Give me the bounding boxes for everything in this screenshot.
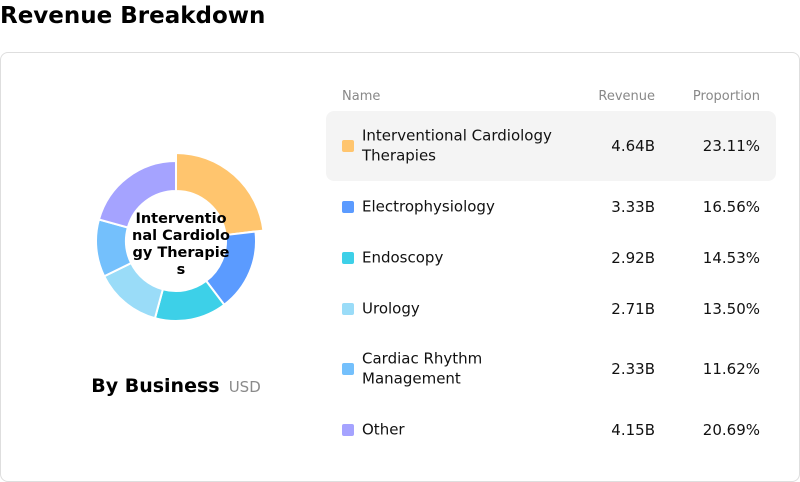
table-row[interactable]: Cardiac Rhythm Management 2.33B 11.62% bbox=[326, 334, 776, 404]
row-proportion: 16.56% bbox=[702, 197, 760, 216]
row-name: Urology bbox=[362, 298, 420, 317]
row-name: Other bbox=[362, 419, 405, 438]
legend-swatch bbox=[342, 140, 354, 152]
donut-chart: Interventional Cardiology Therapies bbox=[91, 153, 271, 333]
row-revenue: 2.71B bbox=[611, 299, 655, 318]
donut-svg bbox=[95, 153, 265, 322]
header-name: Name bbox=[342, 89, 381, 104]
row-proportion: 13.50% bbox=[702, 299, 760, 318]
header-proportion: Proportion bbox=[692, 89, 760, 104]
row-revenue: 3.33B bbox=[611, 197, 655, 216]
row-revenue: 4.64B bbox=[611, 137, 655, 155]
table-row[interactable]: Interventional Cardiology Therapies 4.64B… bbox=[326, 111, 776, 181]
table-row[interactable]: Urology 2.71B 13.50% bbox=[326, 283, 776, 334]
row-revenue: 2.92B bbox=[611, 248, 655, 267]
breakdown-table: Name Revenue Proportion Interventional C… bbox=[326, 83, 776, 455]
row-proportion: 14.53% bbox=[702, 248, 760, 267]
legend-swatch bbox=[342, 251, 354, 264]
table-row[interactable]: Electrophysiology 3.33B 16.56% bbox=[326, 181, 776, 232]
table-row[interactable]: Endoscopy 2.92B 14.53% bbox=[326, 232, 776, 283]
row-revenue: 2.33B bbox=[611, 360, 655, 378]
legend-swatch bbox=[342, 423, 354, 436]
legend-swatch bbox=[342, 363, 354, 375]
table-header: Name Revenue Proportion bbox=[326, 83, 776, 111]
row-proportion: 11.62% bbox=[702, 360, 760, 378]
chart-caption-title: By Business bbox=[91, 375, 220, 397]
donut-slice-5[interactable] bbox=[97, 159, 177, 229]
legend-swatch bbox=[342, 200, 354, 213]
table-body: Interventional Cardiology Therapies 4.64B… bbox=[326, 111, 776, 455]
row-name: Electrophysiology bbox=[362, 196, 495, 215]
table-row[interactable]: Other 4.15B 20.69% bbox=[326, 404, 776, 455]
donut-slice-0[interactable] bbox=[175, 153, 265, 237]
row-proportion: 23.11% bbox=[702, 137, 760, 155]
revenue-card: Interventional Cardiology Therapies By B… bbox=[0, 52, 800, 482]
row-name: Interventional Cardiology Therapies bbox=[362, 126, 552, 165]
row-revenue: 4.15B bbox=[611, 420, 655, 439]
legend-swatch bbox=[342, 302, 354, 315]
chart-caption-unit: USD bbox=[228, 378, 261, 396]
row-proportion: 20.69% bbox=[702, 420, 760, 439]
chart-caption: By Business USD bbox=[1, 375, 351, 397]
row-name: Endoscopy bbox=[362, 247, 444, 266]
page-title: Revenue Breakdown bbox=[0, 3, 266, 29]
header-revenue: Revenue bbox=[598, 89, 655, 104]
donut-center-label: Interventional Cardiology Therapies bbox=[132, 211, 230, 278]
row-name: Cardiac Rhythm Management bbox=[362, 349, 483, 388]
